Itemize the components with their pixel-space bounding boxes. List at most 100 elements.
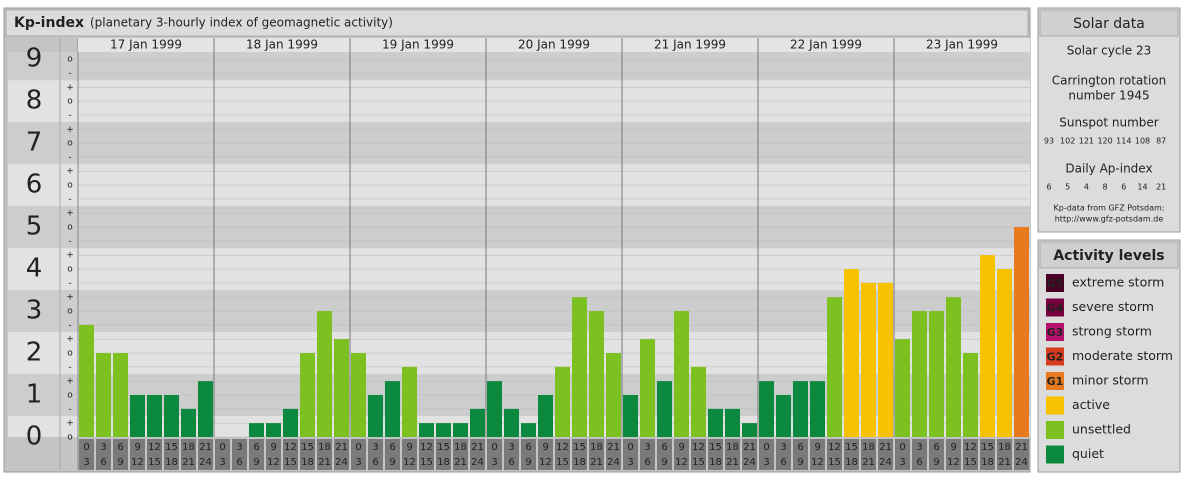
bar — [895, 339, 910, 437]
slot-box — [793, 439, 808, 470]
slot-box — [861, 439, 876, 470]
bar — [674, 311, 689, 437]
bar — [997, 269, 1012, 437]
bar — [266, 423, 281, 437]
sunspot-value: 114 — [1116, 137, 1131, 146]
minor-tick-label: o — [67, 349, 73, 359]
minor-tick-label: - — [68, 362, 71, 372]
minor-tick-label: o — [67, 265, 73, 275]
date-label: 17 Jan 1999 — [110, 38, 182, 52]
ap-value: 6 — [1046, 183, 1051, 192]
slot-label: 24 — [607, 457, 620, 468]
slot-box — [946, 439, 961, 470]
slot-label: 18 — [845, 457, 858, 468]
date-header — [350, 38, 486, 52]
level-swatch — [1046, 372, 1064, 390]
slot-label: 9 — [814, 442, 820, 453]
level-swatch — [1046, 396, 1064, 415]
minor-tick-label: + — [66, 83, 74, 93]
slot-box — [504, 439, 519, 470]
slot-label: 6 — [236, 457, 242, 468]
level-name: unsettled — [1072, 422, 1131, 437]
slot-label: 21 — [335, 442, 348, 453]
slot-label: 6 — [253, 442, 259, 453]
slot-label: 15 — [301, 442, 314, 453]
bar — [317, 311, 332, 437]
date-label: 19 Jan 1999 — [382, 38, 454, 52]
slot-label: 6 — [780, 457, 786, 468]
date-header — [214, 38, 350, 52]
source: Kp-data from GFZ Potsdam: — [1054, 204, 1165, 213]
bar — [385, 381, 400, 437]
bar — [691, 366, 706, 437]
bar — [1014, 227, 1029, 437]
slot-label: 21 — [471, 442, 484, 453]
slot-box — [589, 439, 604, 470]
slot-box — [538, 439, 553, 470]
slot-label: 6 — [525, 442, 531, 453]
bar — [963, 353, 978, 437]
slot-box — [640, 439, 655, 470]
slot-box — [555, 439, 570, 470]
ap-value: 5 — [1065, 183, 1070, 192]
bar — [402, 366, 417, 437]
bar — [861, 282, 876, 437]
slot-label: 9 — [542, 442, 548, 453]
slot-label: 3 — [644, 442, 650, 453]
slot-label: 24 — [199, 457, 212, 468]
minor-tick-label: o — [67, 223, 73, 233]
bar — [436, 423, 451, 437]
slot-label: 24 — [879, 457, 892, 468]
bar — [113, 353, 128, 437]
slot-label: 9 — [661, 457, 667, 468]
slot-label: 12 — [675, 457, 688, 468]
bar — [181, 408, 196, 437]
bar — [334, 339, 349, 437]
level-badge: G1 — [1047, 375, 1064, 388]
slot-label: 15 — [709, 442, 722, 453]
minor-tick-label: + — [66, 377, 74, 387]
bar — [793, 381, 808, 437]
slot-box — [572, 439, 587, 470]
level-swatch — [1046, 298, 1064, 317]
slot-label: 15 — [284, 457, 297, 468]
slot-box — [198, 439, 213, 470]
ap-value: 8 — [1103, 183, 1108, 192]
level-swatch — [1046, 347, 1064, 366]
y-tick-label: 9 — [26, 44, 43, 74]
slot-label: 15 — [845, 442, 858, 453]
slot-box — [300, 439, 315, 470]
slot-label: 0 — [627, 442, 633, 453]
slot-label: 0 — [355, 442, 361, 453]
slot-label: 0 — [219, 442, 225, 453]
slot-label: 0 — [763, 442, 769, 453]
slot-box — [96, 439, 111, 470]
slot-label: 12 — [148, 442, 161, 453]
activity-title-bar — [1039, 241, 1179, 269]
slot-label: 9 — [117, 457, 123, 468]
slot-label: 15 — [148, 457, 161, 468]
slot-label: 15 — [828, 457, 841, 468]
slot-label: 12 — [828, 442, 841, 453]
minor-tick-label: + — [66, 251, 74, 261]
bar — [198, 381, 213, 437]
slot-label: 9 — [525, 457, 531, 468]
level-swatch — [1046, 323, 1064, 341]
y-tick-label: 8 — [26, 86, 43, 116]
y-tick-label: 3 — [26, 296, 43, 326]
bar — [759, 381, 774, 437]
minor-tick-label: o — [67, 139, 73, 149]
chart-subtitle: (planetary 3-hourly index of geomagnetic… — [90, 16, 393, 30]
carrington: number 1945 — [1068, 89, 1149, 103]
slot-label: 18 — [301, 457, 314, 468]
slot-box — [742, 439, 757, 470]
bar — [368, 395, 383, 437]
solar-title: Solar data — [1073, 16, 1145, 32]
minor-tick-label: - — [68, 278, 71, 288]
slot-label: 6 — [372, 457, 378, 468]
slot-label: 21 — [590, 457, 603, 468]
slot-box — [470, 439, 485, 470]
bar — [946, 297, 961, 437]
slot-label: 9 — [406, 442, 412, 453]
slot-label: 12 — [964, 442, 977, 453]
